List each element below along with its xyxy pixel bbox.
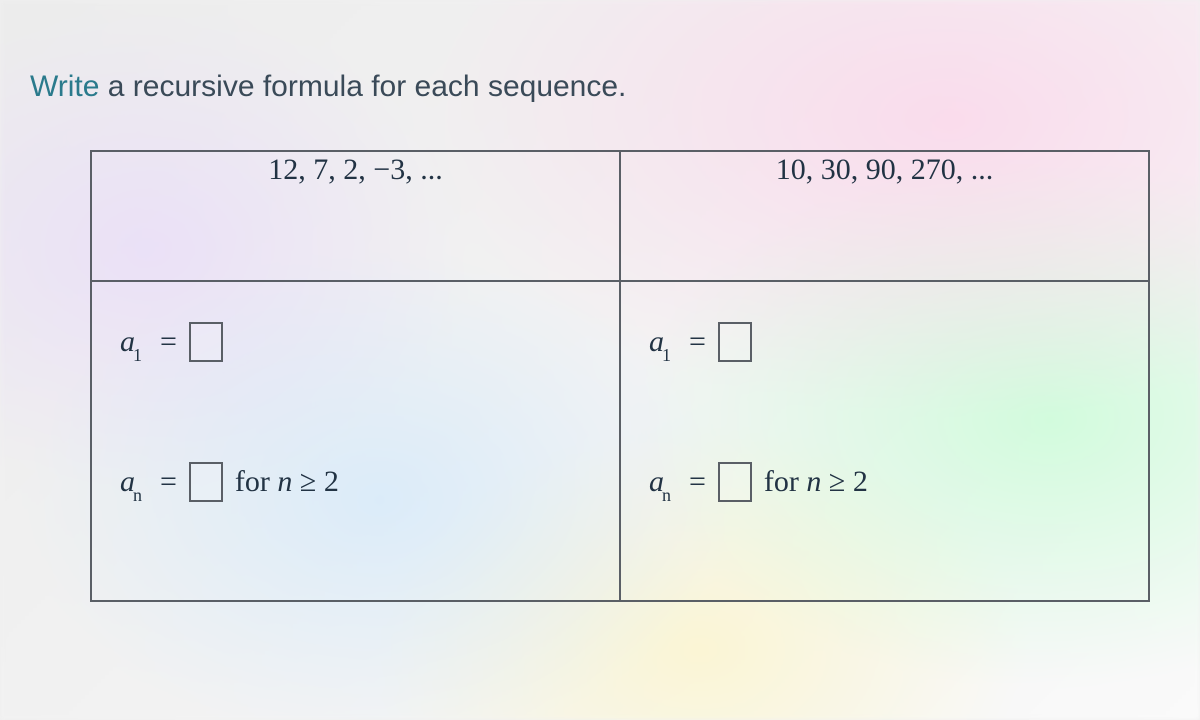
an-formula-left: an = for n ≥ 2	[120, 462, 591, 502]
a1-formula-left: a1 =	[120, 322, 591, 362]
an-cond-right: for n ≥ 2	[764, 465, 868, 499]
an-var-left: an	[120, 465, 148, 499]
sequence-text-left: 12, 7, 2, −3, ...	[268, 153, 442, 186]
a1-var-right: a1	[649, 325, 677, 359]
a1-blank-left[interactable]	[189, 322, 223, 362]
an-eq-right: =	[689, 465, 706, 499]
an-var-right: an	[649, 465, 677, 499]
a1-blank-right[interactable]	[718, 322, 752, 362]
sequence-header-row: 12, 7, 2, −3, ... 10, 30, 90, 270, ...	[91, 151, 1149, 281]
an-eq-left: =	[160, 465, 177, 499]
worksheet-content: Write a recursive formula for each seque…	[0, 0, 1200, 632]
formula-cell-left: a1 = an = for n ≥ 2	[91, 281, 620, 601]
instruction-text: Write a recursive formula for each seque…	[30, 70, 1170, 104]
formula-cell-right: a1 = an = for n ≥ 2	[620, 281, 1149, 601]
a1-formula-right: a1 =	[649, 322, 1120, 362]
sequence-cell-left: 12, 7, 2, −3, ...	[91, 151, 620, 281]
formula-row: a1 = an = for n ≥ 2 a1 =	[91, 281, 1149, 601]
instruction-rest: a recursive formula for each sequence.	[99, 70, 626, 103]
sequence-cell-right: 10, 30, 90, 270, ...	[620, 151, 1149, 281]
a1-eq-right: =	[689, 325, 706, 359]
sequence-table: 12, 7, 2, −3, ... 10, 30, 90, 270, ... a…	[90, 150, 1150, 602]
an-blank-right[interactable]	[718, 462, 752, 502]
a1-var-left: a1	[120, 325, 148, 359]
an-blank-left[interactable]	[189, 462, 223, 502]
instruction-word-write: Write	[30, 70, 99, 103]
a1-eq-left: =	[160, 325, 177, 359]
an-cond-left: for n ≥ 2	[235, 465, 339, 499]
sequence-text-right: 10, 30, 90, 270, ...	[776, 153, 994, 186]
an-formula-right: an = for n ≥ 2	[649, 462, 1120, 502]
